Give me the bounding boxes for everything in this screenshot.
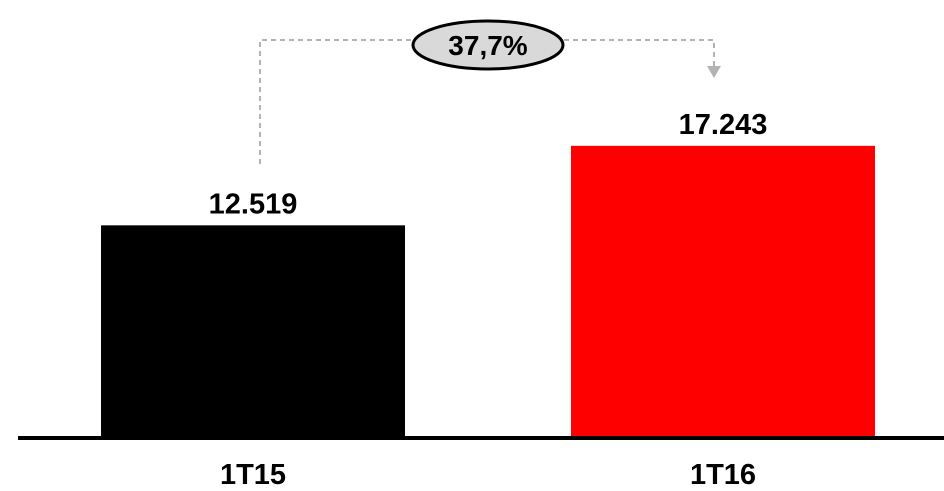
growth-arrow-head [707,66,721,78]
x-tick-label-1t16: 1T16 [690,459,756,491]
data-label-1t15: 12.519 [209,188,298,220]
growth-connector-right [564,39,715,68]
data-label-1t16: 17.243 [679,109,768,141]
x-tick-label-1t15: 1T15 [220,459,286,491]
bar-1t15 [101,225,405,436]
growth-badge-label: 37,7% [448,30,527,61]
bar-1t16 [571,145,875,437]
growth-connector-left [259,39,412,164]
growth-badge [411,19,565,71]
